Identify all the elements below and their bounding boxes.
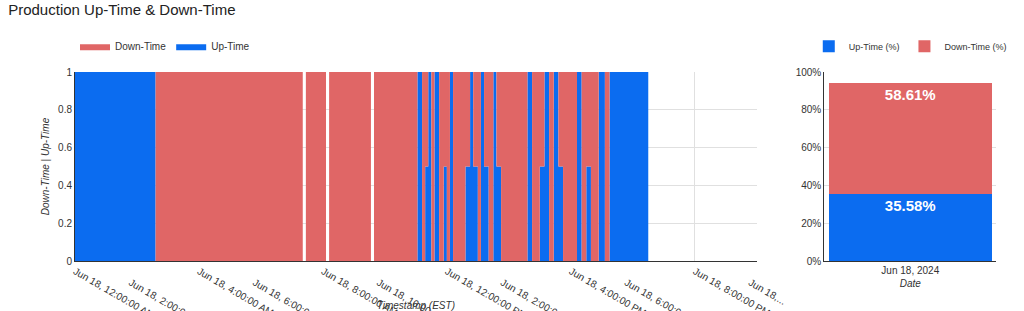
svg-text:Jun 18, 12:00:00 AM: Jun 18, 12:00:00 AM: [72, 266, 157, 311]
svg-text:0.2: 0.2: [58, 218, 72, 229]
svg-text:Jun 18,...: Jun 18,...: [747, 277, 788, 307]
svg-text:100%: 100%: [796, 67, 822, 78]
svg-text:Jun 18, 2:00:00 AM: Jun 18, 2:00:00 AM: [127, 277, 207, 311]
svg-text:80%: 80%: [801, 104, 821, 115]
svg-text:Jun 18, 8:00:00 PM: Jun 18, 8:00:00 PM: [691, 266, 772, 311]
svg-text:Jun 18, 4:00:00 AM: Jun 18, 4:00:00 AM: [195, 266, 275, 311]
svg-text:Jun 18, 6:00:00 AM: Jun 18, 6:00:00 AM: [251, 277, 331, 311]
svg-text:Timestamp (EST): Timestamp (EST): [377, 300, 455, 311]
svg-text:Up-Time: Up-Time: [211, 41, 249, 52]
svg-text:Down-Time (%): Down-Time (%): [944, 42, 1006, 52]
svg-text:Up-Time (%): Up-Time (%): [849, 42, 900, 52]
svg-text:Jun 18, 4:00:00 PM: Jun 18, 4:00:00 PM: [567, 266, 648, 311]
svg-text:Jun 18, 10:00:00 AM: Jun 18, 10:00:00 AM: [375, 277, 460, 311]
svg-text:0.6: 0.6: [58, 142, 72, 153]
svg-text:Jun 18, 12:00:00 PM: Jun 18, 12:00:00 PM: [443, 266, 528, 311]
svg-text:0: 0: [66, 256, 72, 267]
svg-text:Down-Time: Down-Time: [115, 41, 166, 52]
svg-text:Jun 18, 8:00:00 AM: Jun 18, 8:00:00 AM: [319, 266, 399, 311]
svg-text:1: 1: [66, 67, 72, 78]
svg-text:Date: Date: [900, 278, 922, 289]
svg-text:60%: 60%: [801, 142, 821, 153]
svg-text:Jun 18, 6:00:00 PM: Jun 18, 6:00:00 PM: [623, 277, 704, 311]
svg-text:35.58%: 35.58%: [885, 197, 936, 214]
svg-text:0.8: 0.8: [58, 104, 72, 115]
svg-text:Production Up-Time & Down-Time: Production Up-Time & Down-Time: [8, 1, 235, 18]
svg-text:Jun 18, 2:00:00 PM: Jun 18, 2:00:00 PM: [499, 277, 580, 311]
svg-text:40%: 40%: [801, 180, 821, 191]
svg-text:0.4: 0.4: [58, 180, 72, 191]
svg-text:Down-Time | Up-Time: Down-Time | Up-Time: [40, 117, 51, 215]
svg-text:58.61%: 58.61%: [885, 86, 936, 103]
svg-text:20%: 20%: [801, 218, 821, 229]
svg-text:0%: 0%: [807, 256, 822, 267]
svg-text:Jun 18, 2024: Jun 18, 2024: [881, 265, 939, 276]
